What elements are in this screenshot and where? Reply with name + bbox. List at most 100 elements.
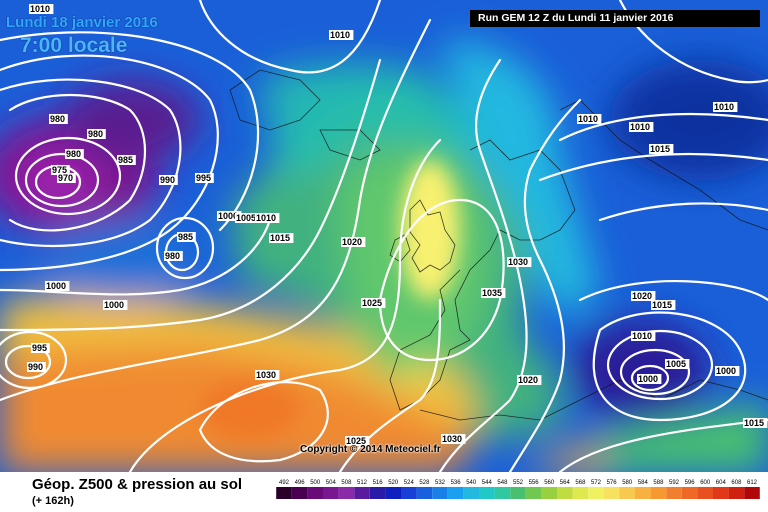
svg-text:1020: 1020	[518, 375, 538, 385]
scale-swatch	[432, 487, 448, 499]
scale-tick-label: 556	[529, 480, 540, 486]
scale-swatch	[557, 487, 573, 499]
isobar-label: 1010	[255, 213, 280, 223]
isobar-label: 1030	[507, 257, 532, 267]
scale-swatch	[525, 487, 542, 499]
svg-text:985: 985	[178, 232, 193, 242]
scale-swatch	[323, 487, 339, 499]
svg-text:1000: 1000	[218, 211, 238, 221]
isobar-label: 995	[31, 343, 50, 353]
isobar-label: 985	[177, 232, 196, 242]
scale-tick-label: 600	[700, 480, 711, 486]
svg-text:1005: 1005	[236, 213, 256, 223]
svg-text:1010: 1010	[256, 213, 276, 223]
isobar-label: 1030	[441, 434, 466, 444]
isobar-label: 1000	[715, 366, 740, 376]
scale-swatch	[588, 487, 604, 499]
scale-swatch	[713, 487, 729, 499]
isobar-label: 1010	[29, 4, 54, 14]
scale-tick-label: 540	[466, 480, 477, 486]
svg-text:1020: 1020	[632, 291, 652, 301]
isobar-label: 990	[27, 362, 46, 372]
isobar-label: 1015	[269, 233, 294, 243]
scale-swatch	[619, 487, 635, 499]
isobar-label: 1000	[45, 281, 70, 291]
scale-tick-label: 596	[685, 480, 696, 486]
copyright-notice: Copyright © 2014 Meteociel.fr	[300, 444, 441, 455]
isobar-label: 1010	[577, 114, 602, 124]
scale-swatch	[697, 487, 713, 499]
scale-tick-label: 572	[591, 480, 602, 486]
svg-text:1000: 1000	[716, 366, 736, 376]
scale-tick-label: 580	[622, 480, 633, 486]
isobar-label: 995	[195, 173, 214, 183]
svg-text:990: 990	[28, 362, 43, 372]
isobar-label: 1020	[341, 237, 366, 247]
svg-text:1010: 1010	[632, 331, 652, 341]
scale-swatch	[728, 487, 745, 499]
isobar-label: 1015	[743, 418, 768, 428]
scale-tick-label: 508	[341, 480, 352, 486]
svg-text:975: 975	[52, 165, 67, 175]
scale-tick-label: 520	[388, 480, 399, 486]
svg-text:995: 995	[32, 343, 47, 353]
scale-swatch	[650, 487, 667, 499]
svg-text:1000: 1000	[104, 300, 124, 310]
svg-text:1025: 1025	[362, 298, 382, 308]
scale-tick-label: 516	[373, 480, 384, 486]
isobar-label: 970	[57, 173, 76, 183]
scale-tick-label: 544	[482, 480, 493, 486]
scale-swatch	[463, 487, 479, 499]
scale-tick-label: 612	[747, 480, 758, 486]
chart-title: Géop. Z500 & pression au sol	[32, 476, 243, 493]
svg-text:1030: 1030	[508, 257, 528, 267]
svg-text:1035: 1035	[482, 288, 502, 298]
scale-swatch	[494, 487, 511, 499]
isobar-label: 1030	[255, 370, 280, 380]
scale-tick-label: 500	[310, 480, 321, 486]
isobar-label: 980	[87, 129, 106, 139]
svg-text:980: 980	[66, 149, 81, 159]
svg-text:1010: 1010	[330, 30, 350, 40]
scale-tick-label: 548	[497, 480, 508, 486]
scale-tick-label: 564	[560, 480, 571, 486]
isobar-label: 1005	[235, 213, 260, 223]
scale-swatch	[541, 487, 557, 499]
scale-tick-label: 524	[404, 480, 415, 486]
isobar-label: 1020	[631, 291, 656, 301]
scale-swatch	[307, 487, 323, 499]
scale-swatch	[369, 487, 386, 499]
scale-tick-label: 532	[435, 480, 446, 486]
isobar-label: 1025	[345, 436, 370, 446]
scale-swatch	[401, 487, 417, 499]
scale-swatch	[416, 487, 433, 499]
scale-swatch	[385, 487, 401, 499]
isobar-label: 1010	[631, 331, 656, 341]
isobars	[0, 0, 768, 472]
scale-tick-label: 604	[716, 480, 727, 486]
scale-tick-label: 560	[544, 480, 555, 486]
isobar-label: 1010	[329, 30, 354, 40]
scale-tick-label: 536	[451, 480, 462, 486]
model-run-label: Run GEM 12 Z du Lundi 11 janvier 2016	[470, 10, 760, 27]
svg-text:1030: 1030	[256, 370, 276, 380]
svg-text:1015: 1015	[744, 418, 764, 428]
isobar-label: 980	[164, 251, 183, 261]
svg-text:1010: 1010	[630, 122, 650, 132]
isobar-label: 975	[51, 165, 70, 175]
svg-text:985: 985	[118, 155, 133, 165]
forecast-lead-time: (+ 162h)	[32, 495, 74, 507]
forecast-time: 7:00 locale	[20, 34, 128, 57]
svg-text:980: 980	[88, 129, 103, 139]
scale-tick-label: 592	[669, 480, 680, 486]
isobar-label: 1000	[217, 211, 242, 221]
scale-swatch	[572, 487, 589, 499]
svg-text:1010: 1010	[30, 4, 50, 14]
svg-text:980: 980	[165, 251, 180, 261]
isobar-label: 1020	[517, 375, 542, 385]
scale-tick-label: 552	[513, 480, 524, 486]
svg-text:990: 990	[160, 175, 175, 185]
scale-swatch	[681, 487, 698, 499]
svg-text:970: 970	[58, 173, 73, 183]
svg-text:980: 980	[50, 114, 65, 124]
